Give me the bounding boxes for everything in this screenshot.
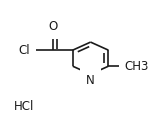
Text: O: O bbox=[49, 20, 58, 33]
Text: CH3: CH3 bbox=[125, 60, 149, 73]
Text: N: N bbox=[86, 74, 95, 87]
Text: HCl: HCl bbox=[14, 100, 35, 113]
Text: Cl: Cl bbox=[18, 44, 30, 57]
